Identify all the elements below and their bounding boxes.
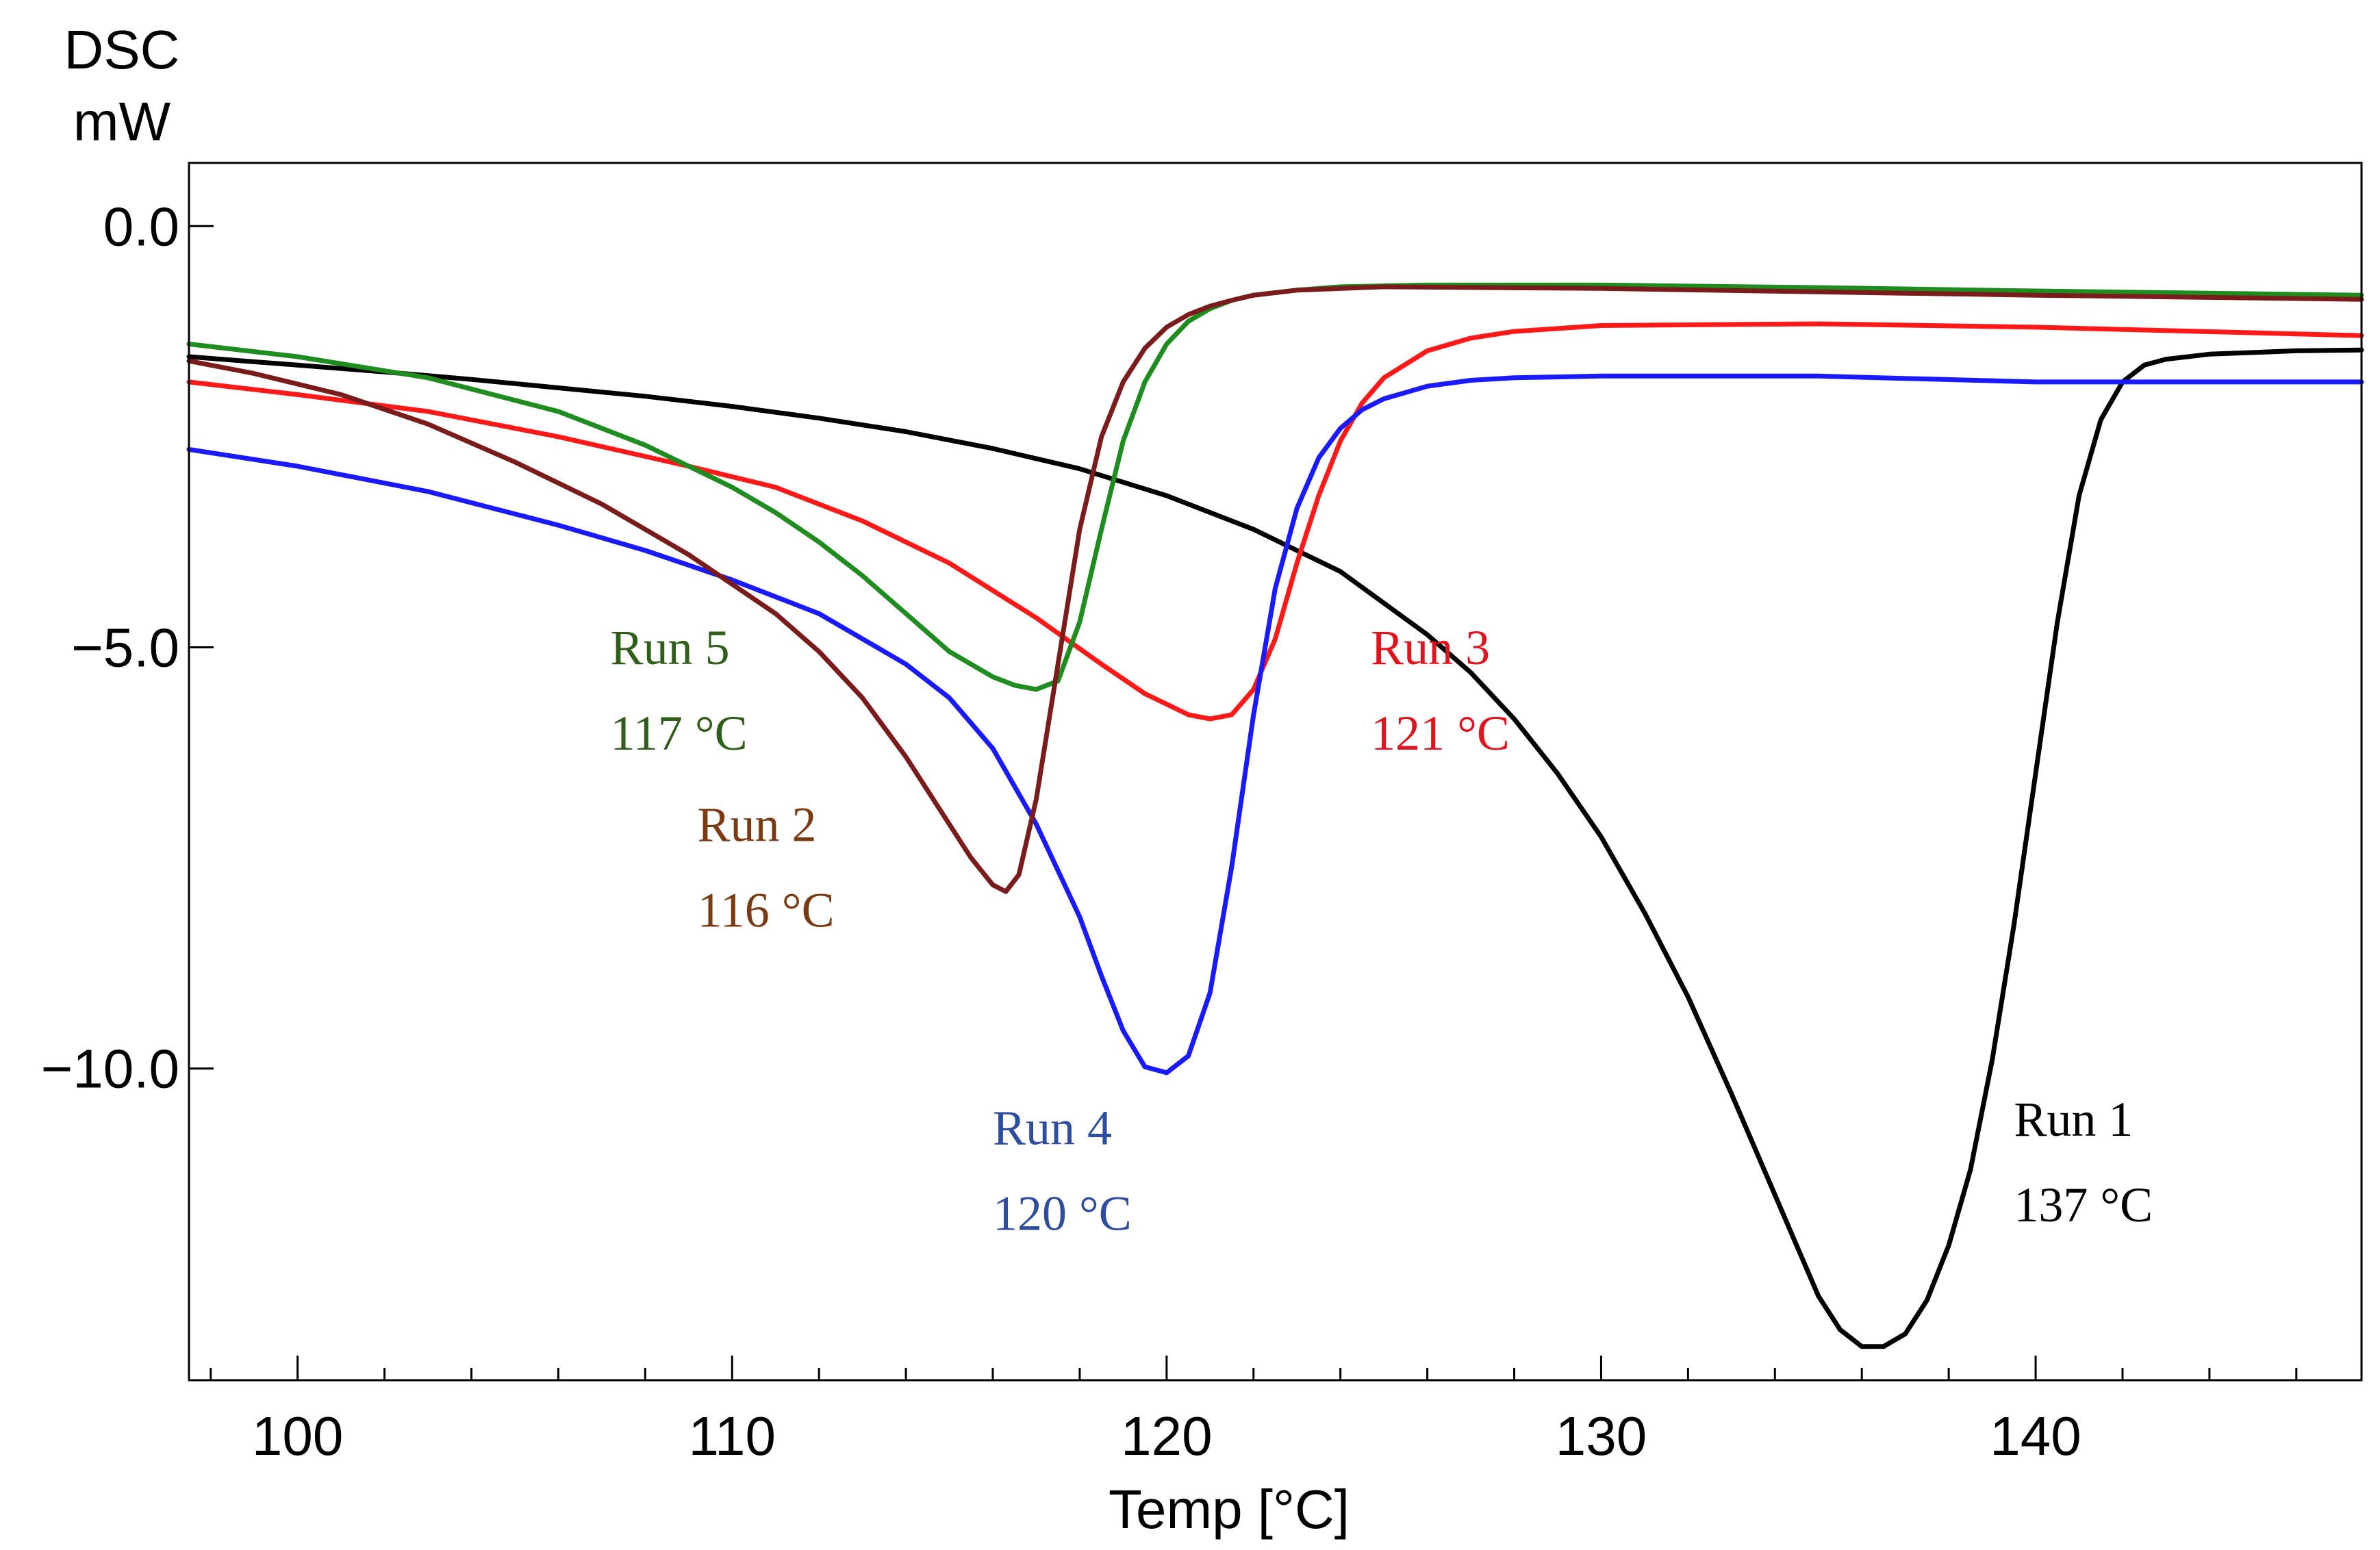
series-line-run-5 bbox=[186, 282, 2364, 692]
x-tick-label: 100 bbox=[252, 1406, 343, 1466]
y-tick-label: −10.0 bbox=[41, 1039, 179, 1100]
x-axis-title: Temp [°C] bbox=[1109, 1479, 1350, 1540]
run-4-label: Run 4 bbox=[993, 1100, 1112, 1155]
y-tick-label: −5.0 bbox=[71, 618, 179, 678]
x-tick-label: 140 bbox=[1990, 1406, 2081, 1466]
run-3-peak-label: 121 °C bbox=[1371, 706, 1510, 761]
run-5-peak-label: 117 °C bbox=[611, 706, 748, 761]
x-tick-label: 110 bbox=[688, 1406, 776, 1466]
run-labels: Run 1 137 °C Run 2 116 °C Run 3 121 °C Run 4 12… bbox=[611, 620, 2153, 1241]
run-2-label: Run 2 bbox=[697, 798, 816, 852]
y-axis-title-unit: mW bbox=[73, 91, 171, 152]
run-5-label: Run 5 bbox=[611, 620, 730, 675]
run-4-peak-label: 120 °C bbox=[993, 1186, 1132, 1241]
x-tick-label: 120 bbox=[1121, 1406, 1212, 1466]
series-line-run-2 bbox=[186, 284, 2364, 894]
series-lines bbox=[186, 282, 2364, 1349]
axes-ticks: 100 110 120 130 140 0.0 −5.0 −10.0 bbox=[41, 196, 2298, 1466]
run-3-label: Run 3 bbox=[1371, 620, 1490, 675]
series-line-run-1 bbox=[186, 347, 2364, 1349]
series-line-run-4 bbox=[186, 373, 2364, 1076]
y-tick-label: 0.0 bbox=[103, 196, 179, 257]
x-tick-label: 130 bbox=[1556, 1406, 1647, 1466]
plot-frame bbox=[188, 162, 2363, 1382]
run-2-peak-label: 116 °C bbox=[697, 883, 834, 938]
y-axis-title-dsc: DSC bbox=[64, 19, 180, 80]
run-1-peak-label: 137 °C bbox=[2014, 1178, 2153, 1232]
run-1-label: Run 1 bbox=[2014, 1092, 2133, 1147]
series-line-run-3 bbox=[186, 321, 2364, 722]
